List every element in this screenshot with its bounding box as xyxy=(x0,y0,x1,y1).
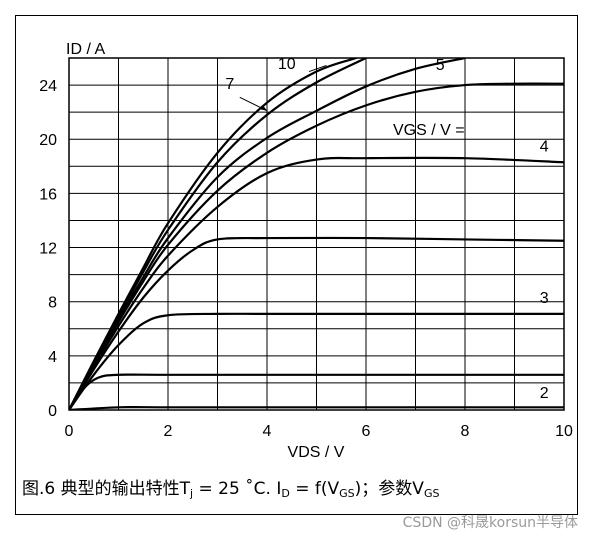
series-line-3 xyxy=(69,236,564,410)
y-tick-label: 8 xyxy=(48,295,57,312)
y-tick-label: 12 xyxy=(39,241,57,258)
curve-label-7: 7 xyxy=(225,76,234,93)
watermark: CSDN @科晟korsun半导体 xyxy=(402,515,578,531)
series-line-1 xyxy=(69,373,564,410)
curve-group xyxy=(69,58,564,410)
y-tick-label: 16 xyxy=(39,186,57,203)
x-tick-label: 2 xyxy=(164,423,173,440)
leader-arrow-7 xyxy=(260,105,267,111)
series-line-8 xyxy=(69,58,358,410)
series-line-4 xyxy=(69,156,564,410)
x-tick-label: 10 xyxy=(555,423,573,440)
curve-label-5: 5 xyxy=(436,57,445,74)
y-tick-label: 0 xyxy=(48,403,57,420)
x-tick-label: 8 xyxy=(461,423,470,440)
y-tick-label: 24 xyxy=(39,78,57,95)
series-line-2 xyxy=(69,312,564,410)
plot-border xyxy=(68,57,565,411)
x-tick-label: 4 xyxy=(263,423,272,440)
curve-label-4: 4 xyxy=(540,138,549,155)
series-line-0 xyxy=(69,405,564,410)
legend-title: VGS / V = xyxy=(393,122,465,139)
curve-label-2: 2 xyxy=(540,385,549,402)
x-tick-label: 6 xyxy=(362,423,371,440)
x-tick-label: 0 xyxy=(65,423,74,440)
figure-caption: 图.6 典型的输出特性Tj = 25 ˚C. ID = f(VGS)；参数VGS xyxy=(22,479,440,500)
curve-label-3: 3 xyxy=(540,290,549,307)
y-tick-label: 4 xyxy=(48,349,57,366)
axes xyxy=(68,57,565,411)
x-axis-label: VDS / V xyxy=(288,444,345,461)
y-tick-label: 20 xyxy=(39,132,57,149)
y-axis-label: ID / A xyxy=(66,41,105,58)
curve-label-10: 10 xyxy=(278,56,296,73)
leader-line-10 xyxy=(308,64,327,73)
figure-frame xyxy=(15,15,578,515)
series-line-5 xyxy=(69,82,564,410)
series-lines xyxy=(69,58,564,410)
